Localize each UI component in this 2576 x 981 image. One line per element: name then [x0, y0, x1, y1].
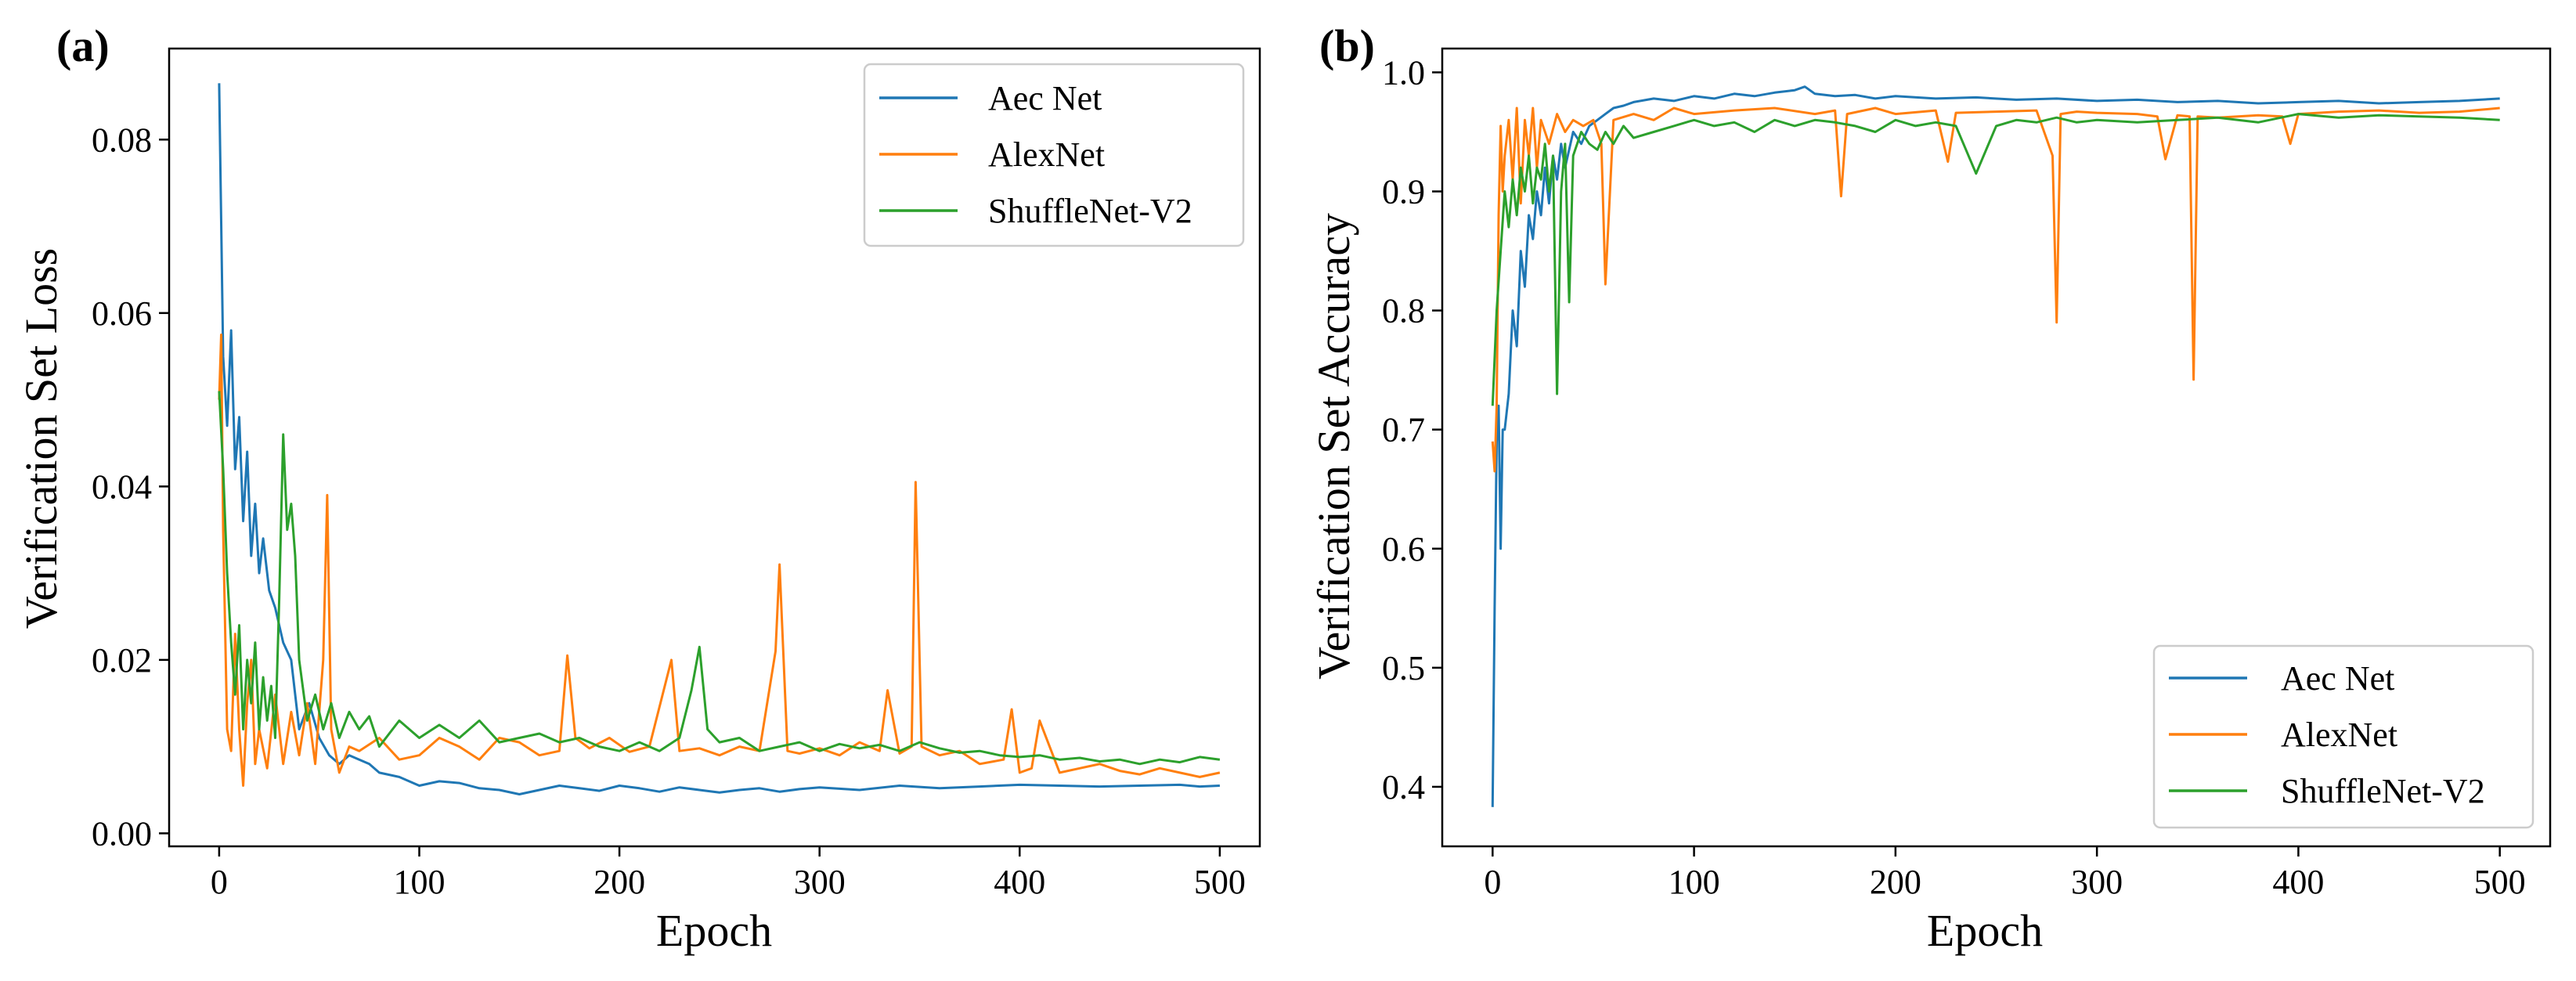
legend-box-b [2152, 644, 2535, 829]
x-tick-label-0-a: 0 [211, 863, 228, 901]
series-line-alexnet-b [1491, 106, 2500, 473]
legend-a: Aec Net AlexNet ShuffleNet-V2 [863, 63, 1245, 247]
legend-box-a [863, 63, 1245, 247]
panel-a-loss-chart: (a) Verification Set Loss Epoch 0 100 200 3… [16, 20, 1261, 956]
y-tick-label-0.6-b: 0.6 [1382, 530, 1425, 568]
x-axis-label-a: Epoch [656, 905, 772, 956]
legend-label-alexnet-b: AlexNet [2281, 716, 2397, 754]
x-tick-label-0-b: 0 [1484, 863, 1501, 901]
y-axis-label-b: Verification Set Accuracy [1308, 213, 1359, 680]
panel-label-b: (b) [1319, 20, 1375, 71]
series-line-shufflenet-v2-b [1491, 113, 2500, 406]
x-axis-label-b: Epoch [1927, 905, 2043, 956]
legend-b: Aec Net AlexNet ShuffleNet-V2 [2152, 644, 2535, 829]
legend-label-aec-net-a: Aec Net [988, 79, 1102, 117]
plot-frame-a [168, 47, 1261, 848]
x-tick-label-300-b: 300 [2071, 863, 2123, 901]
legend-label-shufflenet-v2-a: ShuffleNet-V2 [988, 192, 1192, 230]
x-tick-label-100-b: 100 [1669, 863, 1720, 901]
legend-label-alexnet-a: AlexNet [988, 135, 1105, 174]
y-tick-label-0.02-a: 0.02 [92, 641, 152, 680]
legend-label-aec-net-b: Aec Net [2281, 659, 2394, 698]
x-tick-label-300-a: 300 [794, 863, 846, 901]
y-tick-label-0.8-b: 0.8 [1382, 292, 1425, 330]
x-tick-label-400-a: 400 [994, 863, 1045, 901]
x-tick-label-200-b: 200 [1870, 863, 1921, 901]
y-tick-label-0.4-b: 0.4 [1382, 768, 1425, 806]
panel-b-accuracy-chart: (b) Verification Set Accuracy Epoch 0 100… [1308, 20, 2552, 956]
series-line-aec-net-a [218, 83, 1220, 795]
y-tick-label-0.06-a: 0.06 [92, 294, 152, 333]
y-tick-label-0.08-a: 0.08 [92, 121, 152, 159]
legend-label-shufflenet-v2-b: ShuffleNet-V2 [2281, 772, 2485, 810]
axis-ticks-b: 0 100 200 300 400 500 0.4 0.5 0.6 0.7 0.8 0.9 1.0 [1382, 53, 2526, 901]
x-tick-label-400-b: 400 [2272, 863, 2324, 901]
series-group-b [1491, 85, 2500, 807]
y-tick-label-0.9-b: 0.9 [1382, 173, 1425, 211]
series-line-alexnet-a [218, 334, 1221, 787]
axis-ticks-a: 0 100 200 300 400 500 0.00 0.02 0.04 0.06 0.08 [92, 121, 1246, 901]
y-tick-label-1.0-b: 1.0 [1382, 53, 1425, 92]
x-tick-label-500-b: 500 [2474, 863, 2526, 901]
series-group-a [218, 83, 1221, 795]
x-tick-label-100-a: 100 [393, 863, 445, 901]
y-tick-label-0.7-b: 0.7 [1382, 411, 1425, 449]
y-axis-label-a: Verification Set Loss [16, 248, 67, 629]
panel-label-a: (a) [56, 20, 110, 71]
series-line-shufflenet-v2-a [218, 391, 1221, 766]
y-tick-label-0.5-b: 0.5 [1382, 649, 1425, 687]
y-tick-label-0.00-a: 0.00 [92, 814, 152, 853]
x-tick-label-500-a: 500 [1194, 863, 1246, 901]
x-tick-label-200-a: 200 [593, 863, 645, 901]
series-line-aec-net-b [1491, 85, 2500, 807]
plot-frame-b [1441, 47, 2552, 848]
y-tick-label-0.04-a: 0.04 [92, 467, 152, 506]
